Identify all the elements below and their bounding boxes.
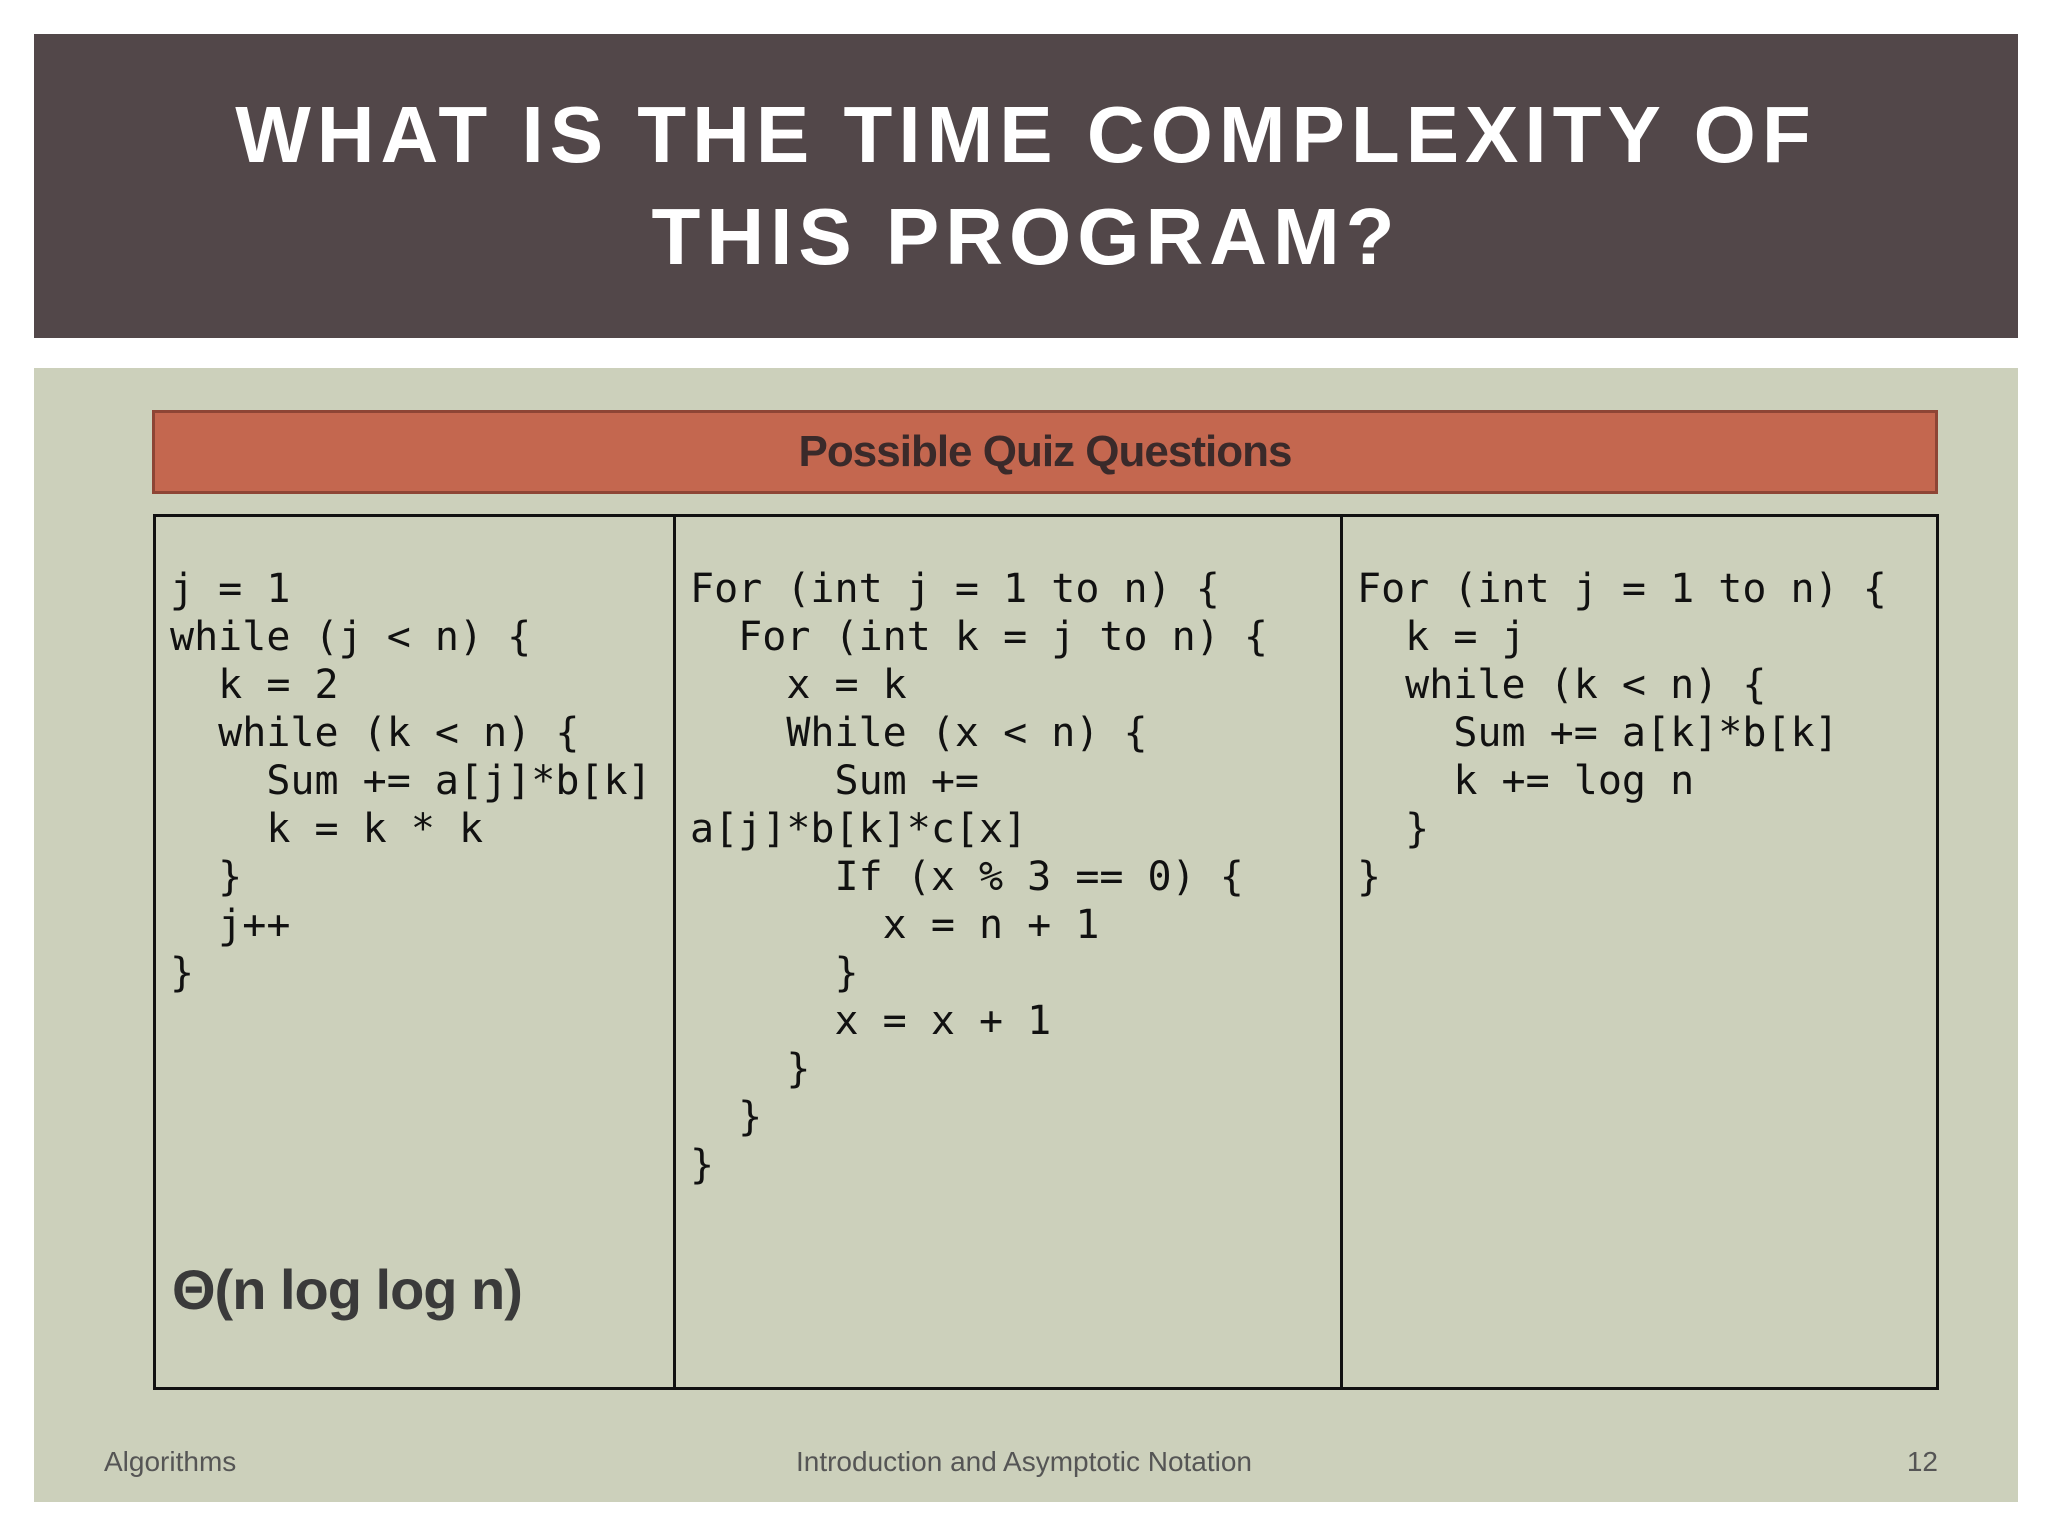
code-column-2: For (int j = 1 to n) { For (int k = j to… xyxy=(676,517,1343,1387)
code-column-1: j = 1 while (j < n) { k = 2 while (k < n… xyxy=(156,517,676,1387)
code-column-3: For (int j = 1 to n) { k = j while (k < … xyxy=(1343,517,1936,1387)
code-block-1: j = 1 while (j < n) { k = 2 while (k < n… xyxy=(170,566,652,996)
code-table: j = 1 while (j < n) { k = 2 while (k < n… xyxy=(153,514,1939,1390)
title-band: WHAT IS THE TIME COMPLEXITY OF THIS PROG… xyxy=(34,34,2018,338)
footer-center: Introduction and Asymptotic Notation xyxy=(795,1446,1253,1477)
slide-body xyxy=(34,368,2018,1502)
page-number: 12 xyxy=(1906,1446,1938,1477)
code-block-2: For (int j = 1 to n) { For (int k = j to… xyxy=(690,566,1268,1188)
quiz-header-label: Possible Quiz Questions xyxy=(798,427,1293,476)
quiz-header: Possible Quiz Questions xyxy=(152,410,1938,494)
slide-title: WHAT IS THE TIME COMPLEXITY OF THIS PROG… xyxy=(235,90,1817,281)
code-block-3: For (int j = 1 to n) { k = j while (k < … xyxy=(1357,566,1887,900)
answer-text: Θ(n log log n) xyxy=(172,1258,523,1321)
footer-left: Algorithms xyxy=(104,1446,237,1477)
